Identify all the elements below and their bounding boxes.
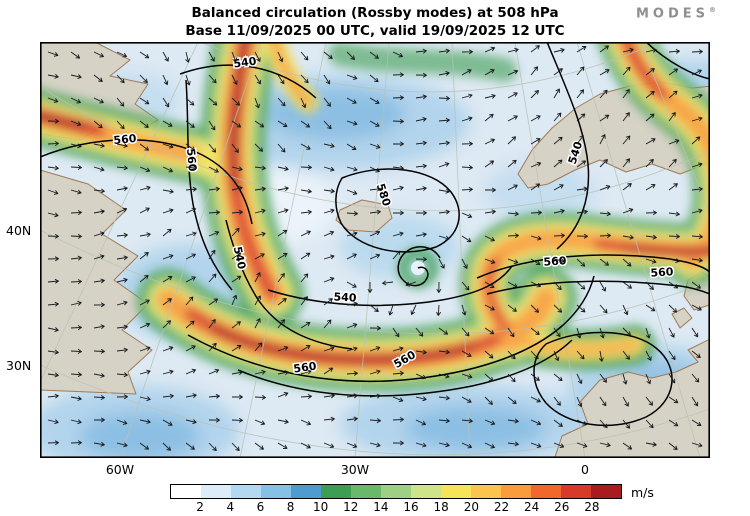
colorbar-tick-label: 24	[523, 500, 540, 514]
colorbar-segment	[381, 485, 411, 498]
colorbar-segment	[171, 485, 201, 498]
contour-label: 560	[184, 148, 199, 172]
colorbar-segment	[501, 485, 531, 498]
colorbar-tick-label: 28	[584, 500, 600, 514]
colorbar-segment	[561, 485, 591, 498]
colorbar-segment	[291, 485, 321, 498]
contour-label: 560	[543, 254, 567, 269]
registered-mark: ®	[709, 6, 716, 14]
colorbar-tick-label: 26	[554, 500, 570, 514]
map: 540 560 560 540 580 540 560 560 540 560 560 40N 30…	[6, 42, 710, 477]
x-tick-label-0: 0	[581, 462, 589, 477]
colorbar-tick-label: 2	[196, 500, 204, 514]
graticule	[40, 42, 710, 458]
colorbar-tick-label: 22	[493, 500, 510, 514]
colorbar-segment	[531, 485, 561, 498]
colorbar-segment	[411, 485, 441, 498]
colorbar-tick-label: 12	[343, 500, 359, 514]
y-tick-label-40N: 40N	[6, 223, 32, 238]
x-tick-label-60W: 60W	[105, 462, 135, 477]
height-contours	[40, 42, 710, 427]
colorbar-segment	[471, 485, 501, 498]
contour-label: 560	[650, 265, 674, 280]
x-tick-label-30W: 30W	[340, 462, 370, 477]
colorbar-tick-label: 4	[226, 500, 235, 514]
contour-label: 540	[333, 290, 357, 304]
colorbar-unit: m/s	[631, 485, 654, 500]
colorbar-segment	[261, 485, 291, 498]
colorbar-segment	[321, 485, 351, 498]
chart-subtitle: Base 11/09/2025 00 UTC, valid 19/09/2025…	[185, 22, 565, 39]
colorbar-tick-label: 14	[373, 500, 389, 514]
colorbar-segment	[231, 485, 261, 498]
contour-label: 560	[293, 359, 318, 375]
chart-header: Balanced circulation (Rossby modes) at 5…	[40, 5, 710, 40]
wind-speed-field	[40, 42, 710, 392]
colorbar-tick-label: 18	[433, 500, 449, 514]
colorbar-tick-label: 6	[256, 500, 265, 514]
colorbar-tick-label: 8	[286, 500, 295, 514]
map-border	[40, 42, 710, 458]
colorbar-tick-label: 10	[313, 500, 329, 514]
colorbar-segment	[201, 485, 231, 498]
contour-label: 560	[113, 132, 138, 147]
colorbar-ticks: 2 4 6 8 10 12 14 16 18 20 22 24 26 28	[170, 500, 622, 514]
colorbar-tick-label: 20	[463, 500, 479, 514]
colorbar-tick-label: 16	[403, 500, 419, 514]
colorbar	[170, 484, 622, 499]
colorbar-segment	[441, 485, 471, 498]
modes-logo-text: MODES	[635, 6, 709, 22]
modes-logo: MODES®	[636, 6, 716, 21]
y-tick-label-30N: 30N	[6, 358, 32, 373]
contour-label: 540	[233, 54, 258, 70]
colorbar-segment	[591, 485, 621, 498]
wind-arrows	[47, 45, 703, 452]
colorbar-segment	[351, 485, 381, 498]
chart-title: Balanced circulation (Rossby modes) at 5…	[191, 5, 559, 21]
